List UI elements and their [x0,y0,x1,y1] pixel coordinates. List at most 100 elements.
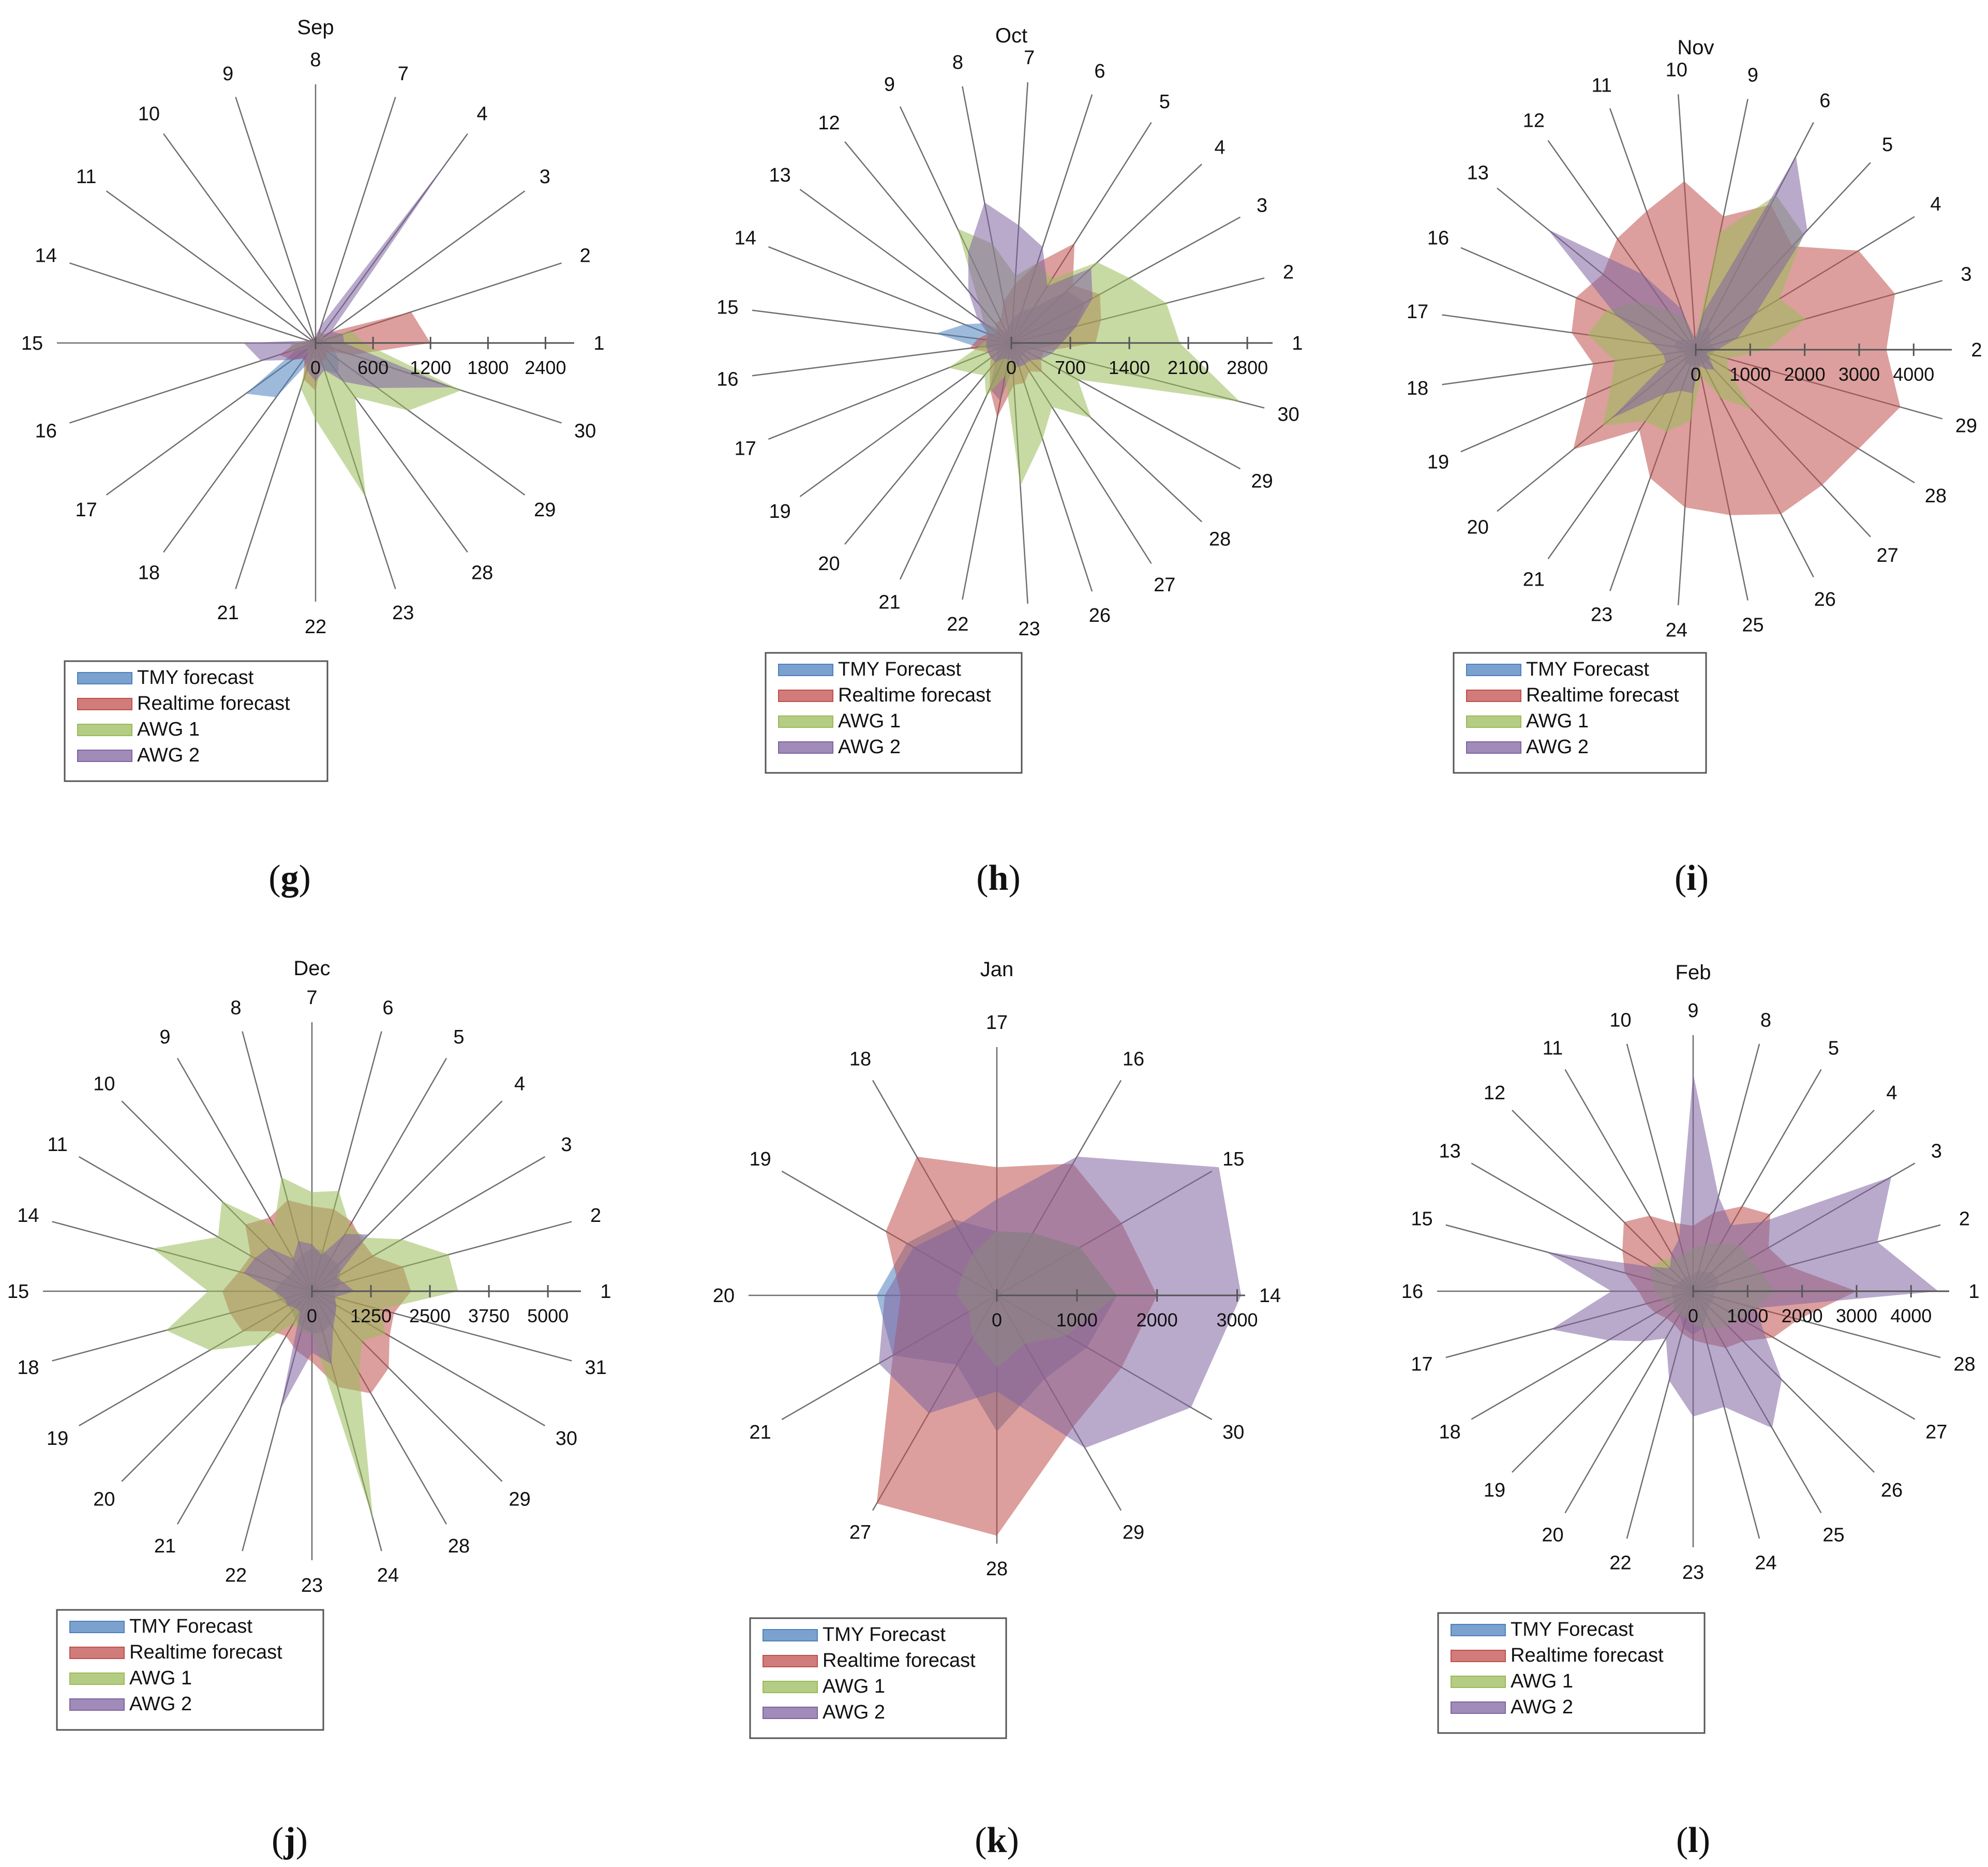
panel-caption: (l) [1676,1820,1710,1860]
category-label: 3 [1961,264,1971,286]
chart-title: Nov [1677,36,1714,59]
legend-swatch [778,664,833,676]
radar-spoke [69,262,316,344]
legend-swatch [1451,1650,1506,1662]
chart-title: Feb [1676,961,1711,984]
legend: TMY forecast Realtime forecast AWG 1 AWG 2 [64,660,328,782]
legend-swatch [1466,664,1521,676]
category-label: 31 [585,1357,606,1379]
category-label: 29 [509,1489,530,1511]
legend-swatch [763,1681,818,1693]
category-label: 5 [1159,91,1170,113]
category-label: 30 [1277,404,1299,426]
category-label: 14 [17,1205,39,1227]
legend: TMY Forecast Realtime forecast AWG 1 AWG 2 [765,652,1023,774]
category-label: 7 [1024,47,1035,69]
axis-tick-label: 0 [1006,357,1017,378]
axis-tick-label: 0 [310,357,321,378]
category-label: 16 [716,368,738,390]
category-label: 4 [1215,137,1225,158]
legend-label: AWG 2 [823,1701,885,1723]
legend-swatch [778,715,833,728]
category-label: 4 [1886,1082,1897,1104]
legend-swatch [1451,1701,1506,1714]
legend-label: Realtime forecast [129,1641,282,1663]
category-label: 2 [590,1205,601,1227]
category-label: 12 [1523,110,1545,131]
category-label: 15 [7,1281,29,1303]
category-label: 11 [1543,1038,1563,1059]
category-label: 20 [93,1489,115,1511]
category-label: 2 [1971,339,1982,361]
category-label: 28 [1209,529,1231,550]
legend-swatch [763,1629,818,1641]
axis-tick-label: 4000 [1890,1305,1932,1326]
category-label: 1 [600,1281,611,1303]
category-label: 3 [540,166,550,188]
category-label: 18 [1439,1422,1461,1443]
legend-label: Realtime forecast [1511,1645,1664,1666]
category-label: 4 [514,1073,525,1095]
category-label: 28 [448,1535,470,1557]
category-label: 10 [138,103,160,125]
axis-tick-label: 2100 [1168,357,1209,378]
category-label: 13 [1467,162,1489,184]
axis-tick-label: 3000 [1216,1309,1258,1331]
category-label: 20 [1467,517,1489,539]
category-label: 28 [1925,485,1947,507]
axis-tick-label: 4000 [1893,364,1934,385]
category-label: 15 [716,297,738,319]
category-label: 29 [1251,470,1273,492]
legend-label: AWG 2 [129,1693,192,1715]
category-label: 18 [1407,378,1428,399]
category-label: 2 [1283,262,1294,283]
category-label: 3 [561,1134,572,1156]
category-label: 3 [1257,195,1267,217]
axis-tick-label: 2400 [525,357,566,378]
axis-tick-label: 3750 [468,1305,510,1326]
category-label: 26 [1814,589,1836,610]
category-label: 22 [1609,1552,1631,1574]
legend-label: Realtime forecast [137,693,290,714]
legend-swatch [763,1655,818,1667]
legend-label: Realtime forecast [1526,684,1679,706]
category-label: 11 [76,166,96,188]
legend-label: TMY Forecast [838,659,961,680]
radar-spoke [799,189,1012,344]
axis-tick-label: 0 [992,1309,1002,1331]
category-label: 1 [1968,1281,1979,1303]
category-label: 15 [1222,1148,1244,1170]
category-label: 6 [1094,61,1105,82]
panel-caption: (g) [268,858,311,898]
legend-label: AWG 1 [1511,1670,1573,1692]
category-label: 29 [1123,1521,1144,1543]
legend-label: TMY Forecast [1511,1619,1634,1640]
axis-tick-label: 0 [1688,1305,1698,1326]
category-label: 6 [382,997,393,1019]
category-label: 14 [735,227,756,249]
series-area-awg-2 [1548,156,1807,419]
category-label: 18 [138,562,160,584]
category-label: 9 [1747,64,1758,86]
category-label: 27 [1925,1422,1947,1443]
axis-tick-label: 1800 [467,357,509,378]
legend-swatch [77,672,132,684]
category-label: 13 [1439,1141,1461,1162]
series-area-awg-2 [244,157,453,389]
category-label: 26 [1089,605,1111,626]
category-label: 27 [1154,574,1175,596]
axis-tick-label: 2800 [1227,357,1268,378]
axis-tick-label: 2500 [409,1305,451,1326]
category-label: 20 [1542,1524,1563,1546]
category-label: 30 [556,1428,577,1450]
category-label: 10 [1666,59,1687,81]
legend: TMY Forecast Realtime forecast AWG 1 AWG 2 [1453,652,1707,774]
category-label: 16 [35,420,57,442]
category-label: 23 [1591,604,1612,626]
legend-label: TMY Forecast [129,1616,252,1637]
axis-tick-label: 2000 [1784,364,1826,385]
axis-tick-label: 1200 [410,357,451,378]
chart-title: Jan [980,958,1014,981]
